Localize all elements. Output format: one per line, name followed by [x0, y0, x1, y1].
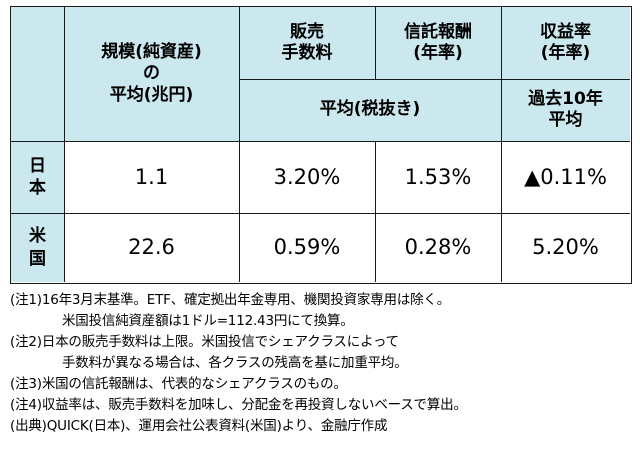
- header-trust-fee-line1: 信託報酬: [404, 21, 472, 42]
- us-sales-fee: 0.59%: [239, 213, 375, 282]
- header-avg-excl-tax: 平均(税抜き): [239, 79, 501, 141]
- header-trust-fee: 信託報酬 (年率): [375, 7, 501, 79]
- us-return: 5.20%: [501, 213, 630, 282]
- japan-return: ▲0.11%: [501, 141, 630, 213]
- grid-line: [239, 7, 240, 282]
- header-past10: 過去10年 平均: [501, 79, 630, 141]
- row-label-japan: 日 本: [11, 141, 64, 213]
- note-1: (注1)16年3月末基準。ETF、確定拠出年金専用、機関投資家専用は除く。: [10, 292, 451, 308]
- note-4: (注4)収益率は、販売手数料を加味し、分配金を再投資しないベースで算出。: [10, 397, 467, 413]
- header-scale: 規模(純資産) の 平均(兆円): [64, 7, 239, 141]
- header-trust-fee-line2: (年率): [413, 43, 463, 63]
- header-past10-line1: 過去10年: [528, 88, 603, 109]
- footnotes: (注1)16年3月末基準。ETF、確定拠出年金専用、機関投資家専用は除く。 米国…: [10, 290, 635, 437]
- grid-line: [239, 79, 630, 80]
- header-past10-line2: 平均: [548, 110, 583, 130]
- header-scale-line3: 平均(兆円): [109, 84, 194, 105]
- grid-line: [11, 213, 630, 214]
- row-label-us-char1: 米: [29, 226, 46, 247]
- header-sales-fee-line1: 販売: [290, 21, 324, 42]
- header-return-line1: 収益率: [540, 21, 591, 42]
- note-2-continued: 手数料が異なる場合は、各クラスの残高を基に加重平均。: [62, 355, 408, 371]
- note-2: (注2)日本の販売手数料は上限。米国投信でシェアクラスによって: [10, 334, 399, 350]
- header-return: 収益率 (年率): [501, 7, 630, 79]
- row-label-japan-char1: 日: [29, 155, 46, 176]
- fund-comparison-table: 規模(純資産) の 平均(兆円) 販売 手数料 信託報酬 (年率) 収益率 (年…: [10, 6, 632, 284]
- header-sales-fee-line2: 手数料: [281, 43, 333, 63]
- header-corner: [11, 7, 64, 141]
- note-1-continued: 米国投信純資産額は1ドル=112.43円にて換算。: [62, 313, 354, 329]
- us-trust-fee: 0.28%: [375, 213, 501, 282]
- note-3: (注3)米国の信託報酬は、代表的なシェアクラスのもの。: [10, 376, 347, 392]
- grid-line: [64, 7, 65, 282]
- header-sales-fee: 販売 手数料: [239, 7, 375, 79]
- header-avg-excl-tax-text: 平均(税抜き): [319, 99, 421, 120]
- row-label-us: 米 国: [11, 213, 64, 282]
- header-return-line2: (年率): [540, 43, 591, 63]
- row-label-japan-char2: 本: [29, 178, 46, 198]
- source-note: (出典)QUICK(日本)、運用会社公表資料(米国)より、金融庁作成: [10, 418, 388, 434]
- grid-line: [375, 7, 376, 79]
- header-scale-line2: の: [142, 63, 160, 84]
- grid-line: [501, 7, 502, 282]
- japan-trust-fee: 1.53%: [375, 141, 501, 213]
- row-label-us-char2: 国: [29, 248, 46, 269]
- us-scale: 22.6: [64, 213, 239, 282]
- grid-line: [375, 141, 376, 282]
- header-scale-line1: 規模(純資産): [101, 42, 202, 63]
- japan-sales-fee: 3.20%: [239, 141, 375, 213]
- grid-line: [11, 141, 630, 142]
- japan-scale: 1.1: [64, 141, 239, 213]
